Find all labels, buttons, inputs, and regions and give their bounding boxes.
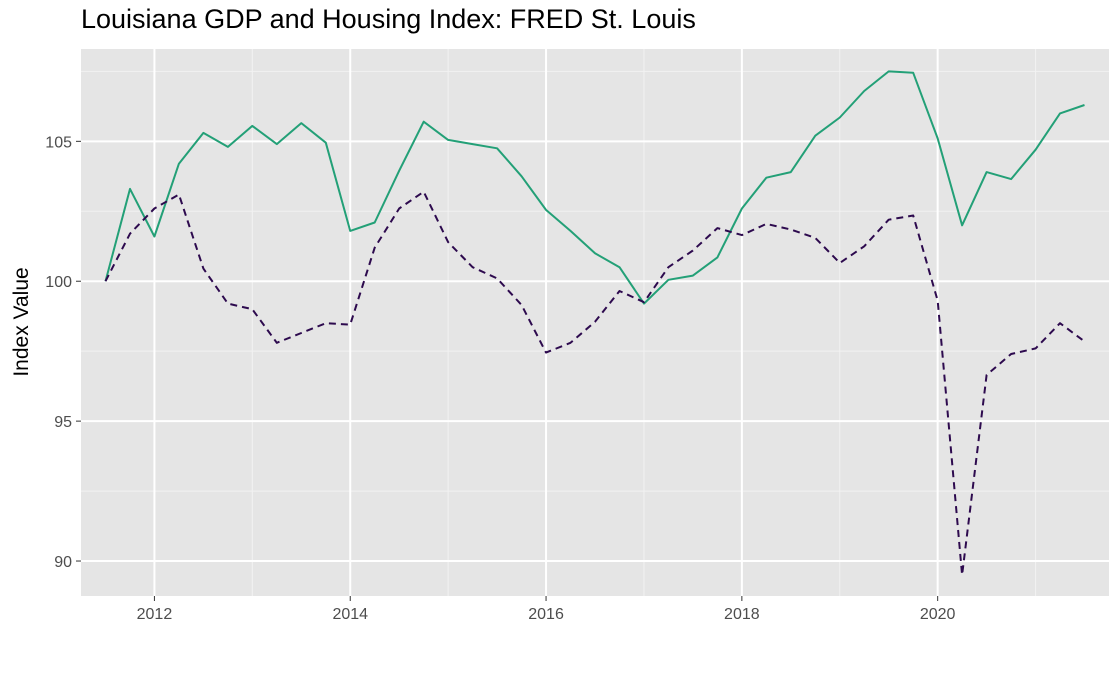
- x-tick-label: 2020: [920, 606, 956, 623]
- y-tick-label: 100: [45, 274, 72, 291]
- y-tick-label: 95: [54, 414, 72, 431]
- x-tick-label: 2018: [724, 606, 760, 623]
- x-tick-label: 2012: [137, 606, 173, 623]
- series-layer: [104, 70, 1086, 576]
- plot-panel: [81, 49, 1109, 596]
- series-line-1: [104, 70, 1085, 305]
- x-axis: 2012 2014 2016 2018 2020: [137, 596, 956, 623]
- major-gridlines: [81, 49, 1109, 596]
- x-tick-label: 2016: [528, 606, 564, 623]
- chart-title: Louisiana GDP and Housing Index: FRED St…: [81, 4, 696, 34]
- y-tick-label: 90: [54, 554, 72, 571]
- y-axis-title: Index Value: [10, 267, 33, 376]
- x-tick-label: 2014: [332, 606, 368, 623]
- y-tick-label: 105: [45, 134, 72, 151]
- series-line-2: [104, 190, 1086, 576]
- y-axis: 90 95 100 105: [45, 134, 81, 571]
